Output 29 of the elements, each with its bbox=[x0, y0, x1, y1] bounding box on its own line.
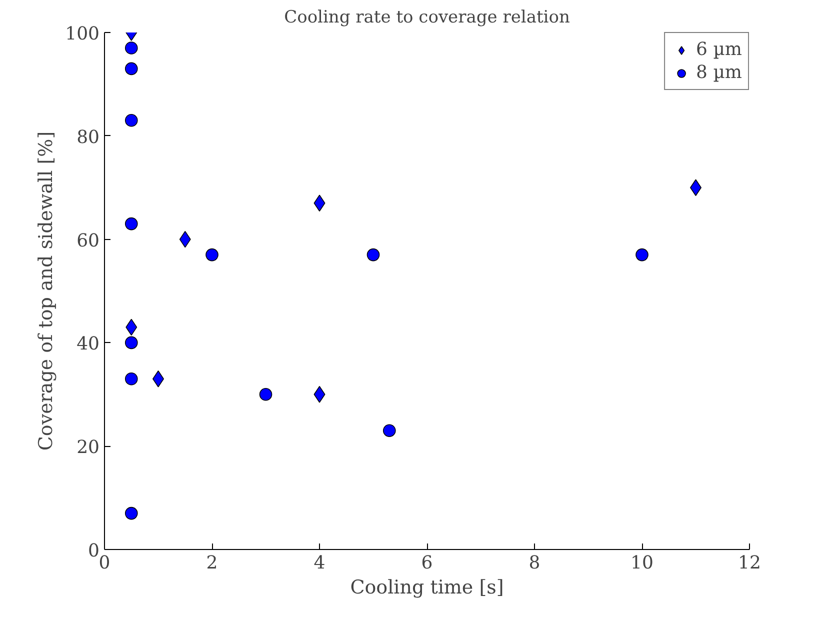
point bbox=[124, 506, 138, 520]
y-tick-label: 100 bbox=[65, 24, 100, 44]
y-tick-label: 40 bbox=[76, 334, 100, 355]
x-tick-label: 2 bbox=[206, 552, 218, 574]
y-axis-title: Coverage of top and sidewall [%] bbox=[35, 131, 58, 451]
point bbox=[124, 62, 138, 76]
x-tick-label: 8 bbox=[528, 552, 540, 574]
point bbox=[124, 217, 138, 230]
legend-label: 8 µm bbox=[696, 62, 742, 83]
chart-title: Cooling rate to coverage relation bbox=[284, 8, 570, 28]
point bbox=[636, 248, 648, 262]
y-tick-label: 60 bbox=[76, 230, 100, 252]
point bbox=[259, 388, 272, 401]
point bbox=[124, 42, 138, 54]
x-axis-title: Cooling time [s] bbox=[350, 576, 504, 598]
point bbox=[124, 372, 138, 386]
point bbox=[382, 424, 396, 437]
point bbox=[206, 248, 218, 262]
point bbox=[124, 114, 138, 127]
x-tick-label: 4 bbox=[314, 552, 326, 574]
x-tick-label: 12 bbox=[738, 552, 761, 574]
x-tick-label: 10 bbox=[630, 552, 654, 574]
y-tick-label: 20 bbox=[76, 437, 100, 458]
legend-label: 6 µm bbox=[696, 39, 742, 60]
y-tick-label: 80 bbox=[76, 126, 100, 148]
point bbox=[314, 386, 326, 403]
point bbox=[366, 248, 380, 262]
x-tick-label: 6 bbox=[421, 552, 433, 574]
point bbox=[124, 336, 138, 350]
